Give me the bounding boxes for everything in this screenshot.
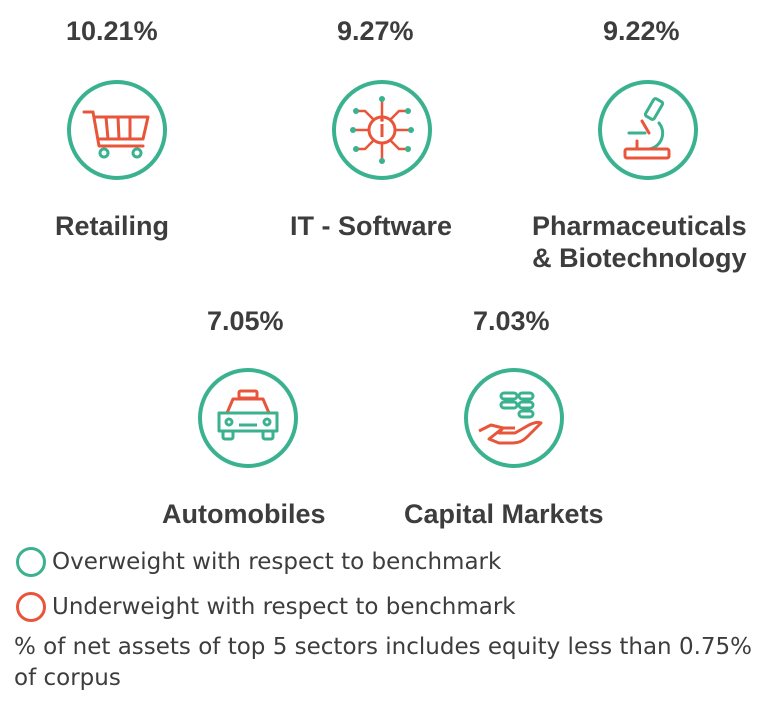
legend-underweight: Underweight with respect to benchmark [16,592,516,622]
hand-coins-icon [464,368,564,468]
it-software-label-line: IT - Software [290,211,453,241]
pharmaceuticals-percentage: 9.22% [603,16,680,46]
capital-markets-label-line: Capital Markets [404,499,604,529]
overweight-circle-icon [16,547,46,577]
underweight-label: Underweight with respect to benchmark [52,594,516,620]
pharmaceuticals-label-line-1: Pharmaceuticals [532,211,747,241]
automobiles-percentage: 7.05% [207,306,284,336]
it-software-label: IT - Software [290,210,452,242]
it-software-percentage: 9.27% [337,16,414,46]
pharmaceuticals-label-line-2: & Biotechnology [532,243,747,273]
automobiles-label: Automobiles [162,498,326,530]
retailing-label: Retailing [55,210,169,242]
shopping-cart-icon [67,80,167,180]
overweight-label: Overweight with respect to benchmark [52,549,502,575]
circuit-chip-icon [332,80,432,180]
capital-markets-percentage: 7.03% [473,306,550,336]
car-icon [198,368,298,468]
capital-markets-label: Capital Markets [404,498,604,530]
legend-overweight: Overweight with respect to benchmark [16,547,501,577]
microscope-icon [598,80,698,180]
footnote: % of net assets of top 5 sectors include… [14,634,753,691]
pharmaceuticals-label: Pharmaceuticals & Biotechnology [532,210,747,274]
retailing-label-line: Retailing [55,211,170,241]
underweight-circle-icon [16,592,46,622]
automobiles-label-line: Automobiles [162,499,326,529]
retailing-percentage: 10.21% [66,16,158,46]
